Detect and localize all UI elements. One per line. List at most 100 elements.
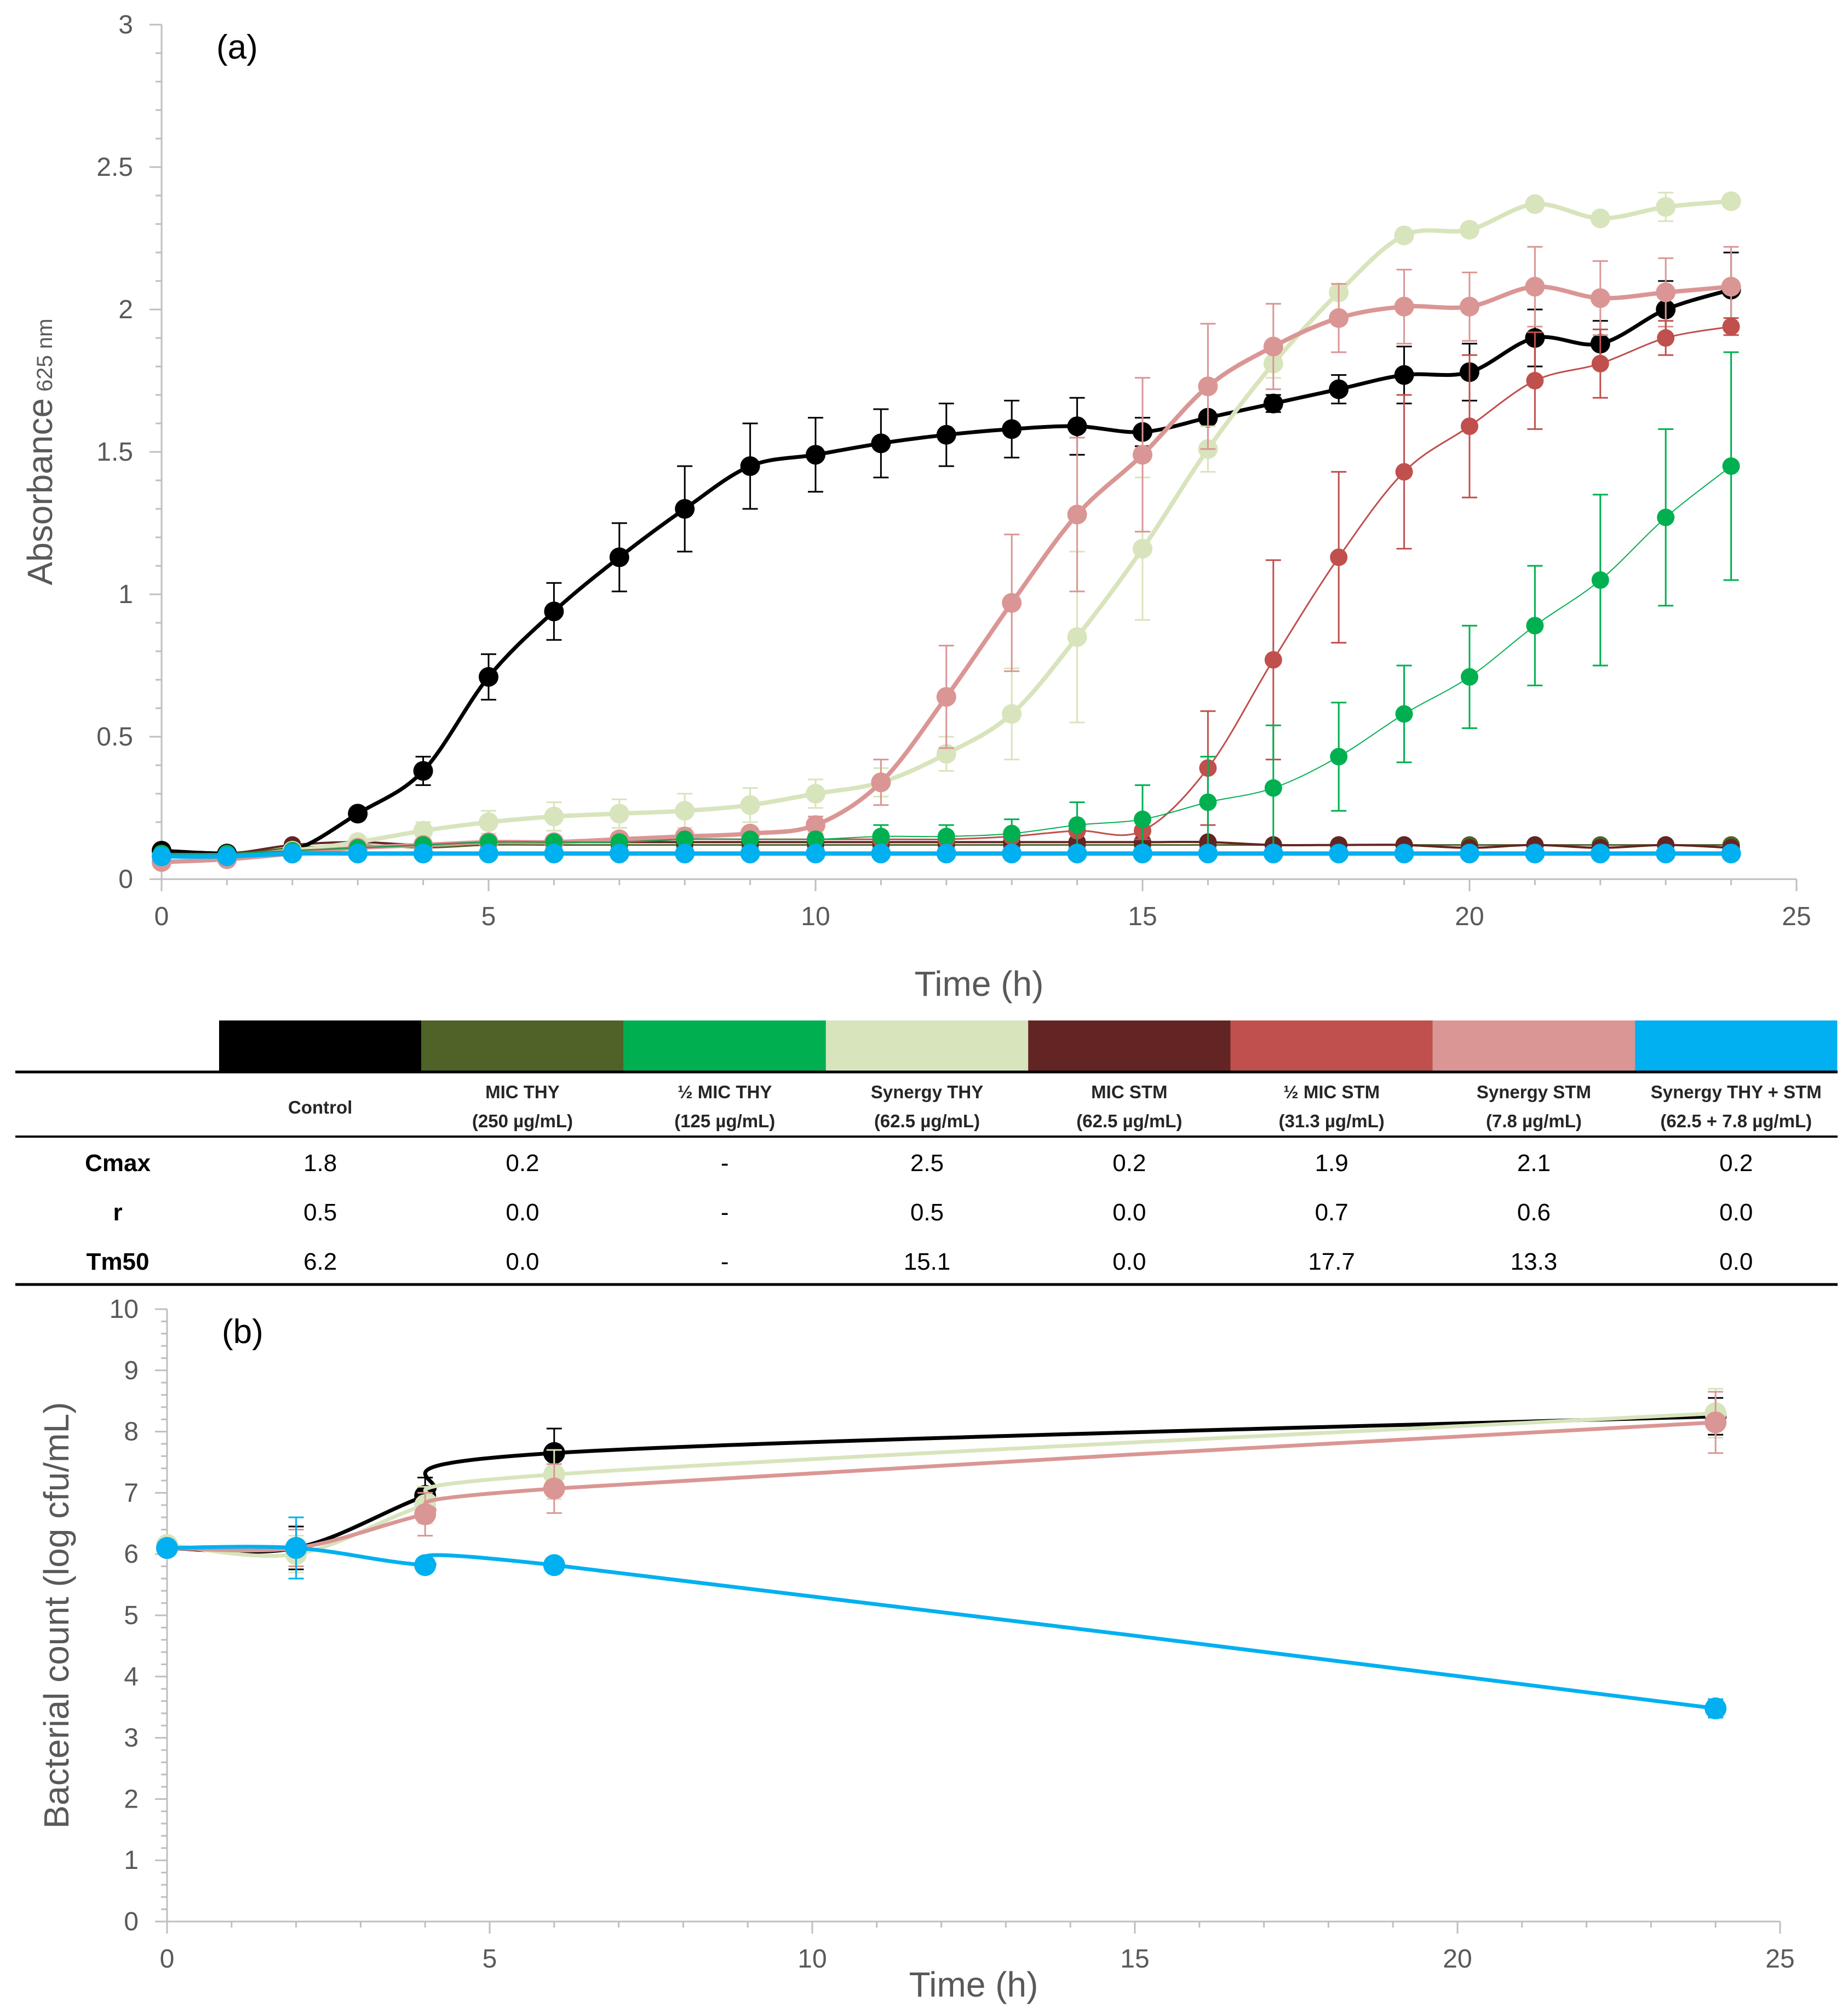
- y-tick-label: 0.5: [96, 722, 133, 752]
- data-point: [1133, 538, 1152, 559]
- data-point: [1003, 824, 1021, 842]
- data-point: [1721, 277, 1741, 297]
- data-point: [1722, 457, 1740, 475]
- data-point: [1460, 844, 1479, 864]
- data-point: [936, 687, 956, 707]
- data-point: [1330, 548, 1348, 566]
- table-cell: 0.0: [1719, 1248, 1753, 1275]
- x-tick-label: 25: [1765, 1945, 1794, 1974]
- data-point: [1461, 668, 1478, 686]
- y-axis-title-main: Bacterial count (log cfu/mL): [37, 1402, 76, 1829]
- data-point: [609, 804, 629, 824]
- table-cell: 0.5: [910, 1199, 944, 1226]
- data-point: [1656, 197, 1676, 217]
- data-point: [1068, 816, 1086, 834]
- data-point: [1002, 704, 1022, 724]
- data-point: [1590, 844, 1610, 864]
- data-point: [871, 772, 891, 793]
- data-point: [1526, 617, 1544, 635]
- column-header-sub: (31.3 µg/mL): [1279, 1111, 1385, 1131]
- series-synergy-thy-stm: [156, 1516, 1727, 1719]
- series-synergy-thy: [156, 1387, 1727, 1574]
- data-point: [1460, 220, 1479, 240]
- x-tick-label: 15: [1120, 1945, 1149, 1974]
- data-point: [544, 806, 564, 827]
- data-point: [1198, 844, 1218, 864]
- table-cell: 0.0: [506, 1248, 539, 1275]
- data-point: [479, 667, 498, 687]
- table-cell: -: [721, 1248, 729, 1275]
- data-point: [543, 1554, 565, 1576]
- x-axis-title: Time (h): [915, 964, 1044, 1003]
- data-point: [1591, 571, 1609, 589]
- data-point: [675, 844, 695, 864]
- column-header-sub: (125 µg/mL): [674, 1111, 775, 1131]
- data-point: [1067, 627, 1087, 647]
- table-cell: 0.5: [303, 1199, 337, 1226]
- data-point: [1002, 593, 1022, 613]
- table-cell: -: [721, 1199, 729, 1226]
- table-cell: 0.2: [1719, 1150, 1753, 1177]
- y-axis-title-main: Absorbance: [20, 398, 60, 586]
- data-point: [1264, 779, 1282, 797]
- data-point: [1067, 844, 1087, 864]
- data-point: [348, 844, 368, 864]
- data-point: [740, 795, 760, 815]
- data-point: [479, 812, 498, 832]
- data-point: [1721, 844, 1741, 864]
- data-point: [1526, 372, 1544, 389]
- series-synergy-stm: [152, 246, 1741, 872]
- data-point: [1590, 288, 1610, 308]
- data-point: [1394, 365, 1414, 385]
- x-tick-label: 25: [1782, 902, 1811, 931]
- table-cell: 13.3: [1511, 1248, 1558, 1275]
- table-cell: 0.7: [1315, 1199, 1348, 1226]
- data-point: [806, 784, 825, 804]
- data-point: [937, 828, 955, 845]
- column-header: MIC STM: [1091, 1082, 1167, 1102]
- column-header-sub: (250 µg/mL): [472, 1111, 573, 1131]
- y-axis-title: Bacterial count (log cfu/mL): [37, 1402, 76, 1829]
- data-point: [285, 1537, 307, 1559]
- data-point: [872, 828, 890, 845]
- y-tick-label: 7: [124, 1478, 139, 1507]
- data-point: [806, 815, 825, 835]
- table-cell: 2.5: [910, 1150, 944, 1177]
- x-tick-label: 10: [801, 902, 830, 931]
- column-header-sub: (7.8 µg/mL): [1486, 1111, 1582, 1131]
- data-point: [413, 821, 433, 841]
- y-tick-label: 1.5: [96, 438, 133, 467]
- data-point: [544, 601, 564, 622]
- row-label: Tm50: [87, 1248, 150, 1275]
- data-point: [152, 846, 171, 867]
- table-cell: 0.2: [1112, 1150, 1146, 1177]
- table-cell: -: [721, 1150, 729, 1177]
- data-point: [1704, 1411, 1727, 1433]
- data-point: [1199, 793, 1217, 811]
- y-tick-label: 0: [124, 1907, 139, 1936]
- series--mic-thy: [153, 351, 1740, 863]
- series-line: [161, 284, 1731, 864]
- table-cell: 15.1: [904, 1248, 951, 1275]
- data-point: [414, 1503, 437, 1525]
- data-point: [1525, 844, 1545, 864]
- data-point: [1067, 416, 1087, 437]
- x-tick-label: 0: [160, 1945, 175, 1974]
- data-point: [1461, 417, 1478, 435]
- table-cell: 6.2: [303, 1248, 337, 1275]
- column-header-sub: (62.5 µg/mL): [874, 1111, 980, 1131]
- data-point: [543, 1477, 565, 1500]
- data-point: [1394, 296, 1414, 317]
- data-point: [609, 547, 629, 567]
- column-header: MIC THY: [485, 1082, 560, 1102]
- data-point: [156, 1537, 178, 1559]
- data-point: [1067, 504, 1087, 525]
- y-axis-title: Absorbance 625 nm: [20, 319, 60, 586]
- data-point: [675, 499, 695, 519]
- y-tick-label: 3: [124, 1724, 139, 1753]
- legend-swatch: [1635, 1020, 1838, 1071]
- y-tick-label: 1: [118, 580, 133, 609]
- legend-swatch: [1028, 1020, 1231, 1071]
- series-line: [167, 1420, 1716, 1553]
